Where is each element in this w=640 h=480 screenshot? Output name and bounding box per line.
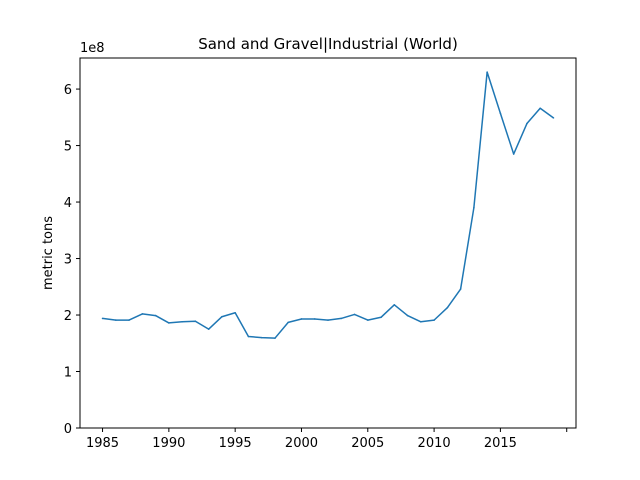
data-point bbox=[115, 319, 117, 321]
data-point bbox=[393, 304, 396, 306]
series-layer bbox=[101, 71, 555, 339]
data-point bbox=[327, 319, 329, 321]
data-point bbox=[221, 315, 223, 318]
x-tick-label: 2005 bbox=[351, 436, 384, 451]
data-point bbox=[446, 306, 449, 309]
data-point bbox=[539, 107, 541, 110]
data-point bbox=[141, 313, 144, 315]
data-point bbox=[499, 112, 502, 115]
data-point bbox=[234, 311, 236, 314]
x-tick-label: 1990 bbox=[152, 436, 185, 451]
plot-frame bbox=[79, 57, 577, 429]
data-point bbox=[353, 313, 356, 316]
data-point bbox=[366, 319, 369, 321]
y-tick-label: 0 bbox=[64, 422, 72, 437]
y-tick-label: 5 bbox=[64, 140, 72, 155]
y-tick-label: 6 bbox=[64, 83, 72, 98]
data-point bbox=[526, 122, 528, 125]
y-axis: 0 1 2 3 4 5 6 bbox=[64, 83, 80, 437]
data-point bbox=[154, 314, 157, 317]
x-tick-label: 2010 bbox=[418, 436, 451, 451]
data-point bbox=[313, 318, 316, 320]
data-point bbox=[128, 319, 130, 321]
data-point bbox=[406, 314, 409, 317]
data-point bbox=[181, 321, 183, 323]
x-axis: 1985 1990 1995 2000 2005 2010 2015 bbox=[86, 428, 568, 451]
data-point bbox=[420, 321, 422, 323]
x-tick-label: 2015 bbox=[484, 436, 517, 451]
data-point bbox=[486, 71, 488, 73]
data-point bbox=[433, 319, 435, 321]
data-point bbox=[101, 317, 104, 320]
x-tick-label: 1985 bbox=[86, 436, 119, 451]
data-point bbox=[552, 117, 555, 119]
x-tick-label: 1995 bbox=[219, 436, 252, 451]
series-line bbox=[102, 71, 554, 339]
y-tick-label: 3 bbox=[64, 253, 72, 268]
data-point bbox=[287, 321, 290, 324]
y-tick-label: 2 bbox=[64, 309, 72, 324]
data-point bbox=[168, 322, 170, 324]
x-tick-label: 2000 bbox=[285, 436, 318, 451]
data-point bbox=[207, 328, 210, 330]
data-point bbox=[340, 317, 343, 320]
data-point bbox=[274, 337, 276, 339]
data-point bbox=[512, 153, 515, 155]
y-axis-offset-label: 1e8 bbox=[80, 41, 105, 56]
y-axis-label: metric tons bbox=[41, 216, 56, 290]
data-point bbox=[380, 316, 382, 319]
data-point bbox=[300, 318, 303, 320]
data-point bbox=[473, 206, 475, 209]
data-point bbox=[247, 335, 250, 338]
data-point bbox=[260, 336, 263, 339]
data-point bbox=[459, 288, 462, 290]
y-tick-label: 4 bbox=[64, 196, 72, 211]
chart-title: Sand and Gravel|Industrial (World) bbox=[198, 35, 458, 53]
y-tick-label: 1 bbox=[64, 366, 72, 381]
data-point bbox=[194, 320, 197, 323]
